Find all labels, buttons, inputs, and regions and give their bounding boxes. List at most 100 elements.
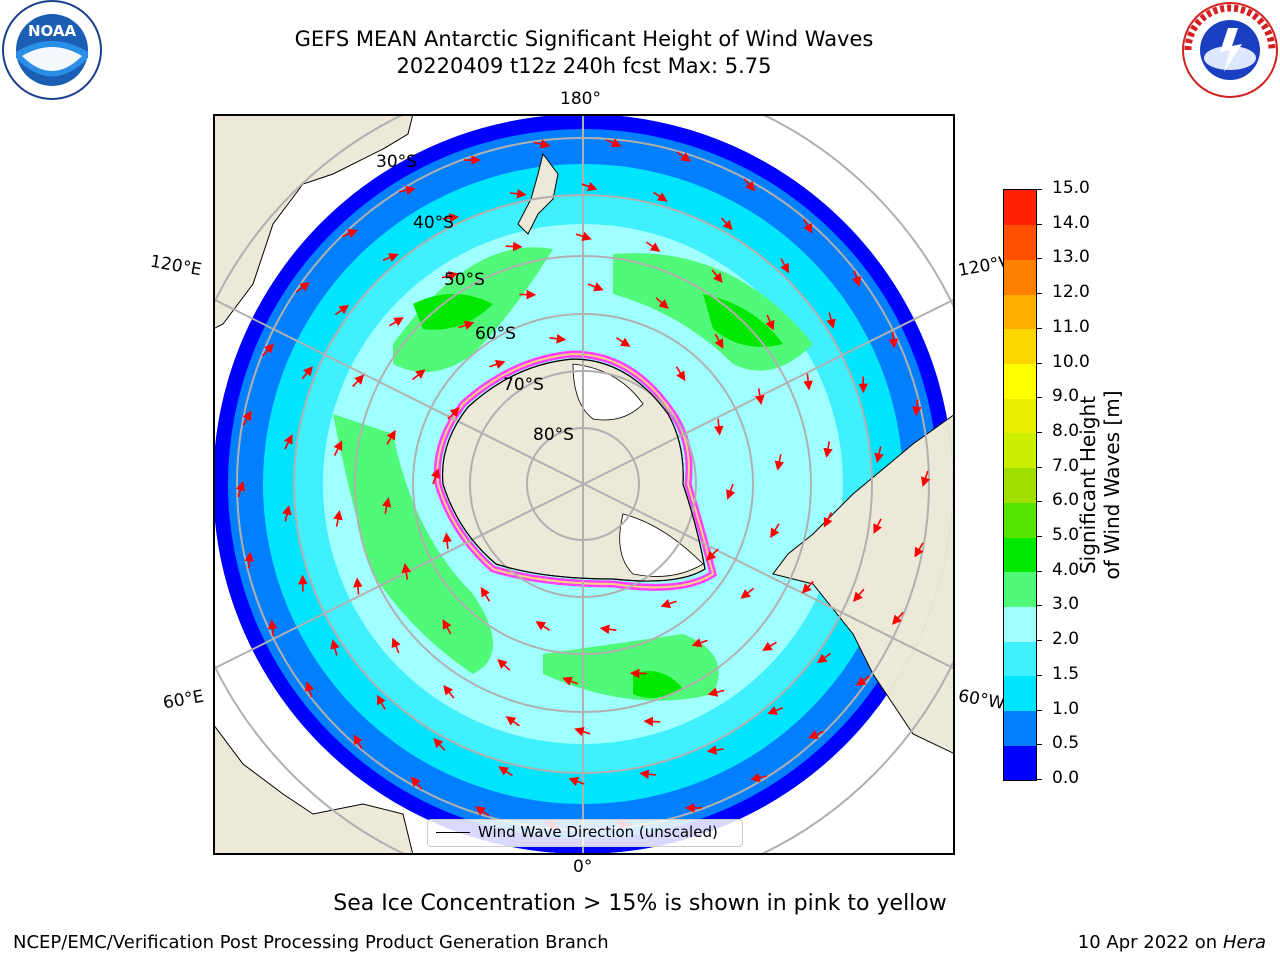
- wind-arrow: [411, 369, 426, 381]
- wind-arrow: [353, 734, 363, 750]
- wind-arrow: [605, 138, 622, 148]
- wind-arrow: [750, 772, 767, 783]
- national-weather-service-logo-icon: [1180, 0, 1280, 100]
- wave-peak-region-1: [413, 294, 493, 330]
- wind-arrow: [352, 374, 365, 388]
- wind-arrow: [852, 588, 865, 602]
- map-canvas: [213, 114, 955, 855]
- map-legend: Wind Wave Direction (unscaled): [427, 819, 743, 847]
- wind-arrow: [707, 687, 725, 697]
- wind-arrow: [774, 454, 785, 471]
- wind-arrow: [816, 652, 832, 664]
- wind-arrow: [334, 304, 350, 316]
- wind-arrow: [675, 366, 686, 382]
- wind-arrow: [655, 297, 669, 309]
- colorbar-segment: [1004, 259, 1036, 295]
- lat-label-50s: 50°S: [444, 270, 485, 290]
- wind-arrow: [714, 333, 724, 349]
- map-subtitle: 20220409 t12z 240h fcst Max: 5.75: [396, 54, 772, 78]
- wind-arrow: [874, 446, 884, 463]
- wind-arrow: [549, 333, 567, 344]
- colorbar-tick-label: 0.0: [1052, 768, 1080, 788]
- wind-arrow: [803, 218, 813, 234]
- wind-arrow: [714, 418, 724, 436]
- wind-arrow: [801, 580, 814, 594]
- wind-arrow: [568, 777, 585, 787]
- new-zealand-land: [517, 152, 559, 235]
- wind-arrow: [333, 510, 343, 527]
- colorbar-tick-label: 3.0: [1052, 594, 1080, 615]
- wind-arrow: [353, 577, 363, 595]
- lat-label-60s: 60°S: [475, 324, 516, 344]
- lon-label-upper-left: 120°E: [148, 251, 204, 281]
- wind-arrow: [242, 410, 252, 426]
- map-frame: [213, 114, 955, 855]
- wind-arrow: [391, 637, 401, 654]
- colorbar-tick-mark: [1036, 189, 1042, 190]
- lat-label-80s: 80°S: [533, 425, 574, 445]
- wind-arrow: [912, 399, 922, 417]
- colorbar-tick-label: 9.0: [1052, 386, 1080, 407]
- colorbar-tick-mark: [1036, 605, 1042, 607]
- lat-label-30s: 30°S: [376, 152, 417, 172]
- wind-arrow: [235, 481, 245, 498]
- wind-arrow: [581, 181, 598, 191]
- weddell-ice-shelf: [619, 513, 704, 577]
- wind-arrow: [888, 331, 899, 349]
- wind-arrow: [808, 730, 824, 739]
- colorbar-title: Significant Height of Wind Waves [m]: [1076, 390, 1124, 580]
- wind-arrow: [295, 281, 310, 293]
- wind-arrow: [726, 483, 736, 500]
- wind-arrow: [535, 621, 551, 631]
- colorbar-tick-label: 7.0: [1052, 455, 1080, 476]
- wind-arrow: [386, 429, 396, 445]
- colorbar-segment: [1004, 641, 1036, 677]
- colorbar-tick-label: 12.0: [1052, 282, 1090, 303]
- wind-arrow: [301, 366, 314, 380]
- wind-arrow: [765, 314, 775, 331]
- footer-host: Hera: [1222, 932, 1266, 953]
- wind-arrow: [381, 497, 392, 514]
- wind-arrow: [376, 694, 386, 710]
- colorbar-tick-mark: [1036, 501, 1042, 503]
- legend-label: Wind Wave Direction (unscaled): [478, 823, 718, 841]
- wind-arrow: [399, 185, 416, 196]
- footer-branch: NCEP/EMC/Verification Post Processing Pr…: [13, 932, 609, 953]
- antarctica-coastline: [441, 358, 706, 582]
- noaa-logo-icon: NOAA: [2, 0, 102, 100]
- wind-arrow: [505, 241, 523, 252]
- wind-arrow: [283, 434, 293, 450]
- colorbar-segment: [1004, 294, 1036, 330]
- wind-arrow: [480, 586, 491, 602]
- wind-arrow: [780, 258, 790, 274]
- wind-arrow: [342, 229, 358, 238]
- wind-arrow: [740, 587, 755, 599]
- lon-label-top: 180°: [560, 89, 601, 109]
- wind-arrow: [443, 684, 455, 699]
- wind-arrow: [823, 512, 833, 528]
- colorbar-tick-mark: [1036, 397, 1042, 399]
- wind-arrow: [505, 716, 520, 727]
- wind-arrow: [676, 151, 691, 162]
- wind-arrow: [498, 766, 513, 777]
- wind-arrow: [711, 269, 723, 284]
- wind-arrow: [639, 769, 657, 779]
- wind-arrow: [743, 178, 756, 192]
- wind-arrow: [442, 619, 452, 635]
- wind-arrow: [262, 343, 274, 357]
- wind-arrow: [382, 253, 399, 263]
- colorbar-segment: [1004, 328, 1036, 365]
- footer-date-text: 10 Apr 2022 on: [1077, 932, 1223, 953]
- legend-line-icon: [436, 832, 470, 833]
- wind-arrow: [509, 189, 527, 199]
- lon-label-lower-left: 60°E: [161, 686, 206, 714]
- colorbar-segment: [1004, 190, 1036, 226]
- colorbar-tick-label: 0.5: [1052, 733, 1080, 754]
- wind-arrow: [770, 523, 780, 539]
- colorbar-tick-mark: [1036, 674, 1042, 676]
- wind-arrow: [430, 468, 440, 485]
- colorbar-tick-label: 11.0: [1052, 316, 1090, 337]
- svg-text:NOAA: NOAA: [28, 22, 77, 40]
- colorbar-tick-label: 8.0: [1052, 420, 1080, 441]
- map-title: GEFS MEAN Antarctic Significant Height o…: [294, 27, 874, 51]
